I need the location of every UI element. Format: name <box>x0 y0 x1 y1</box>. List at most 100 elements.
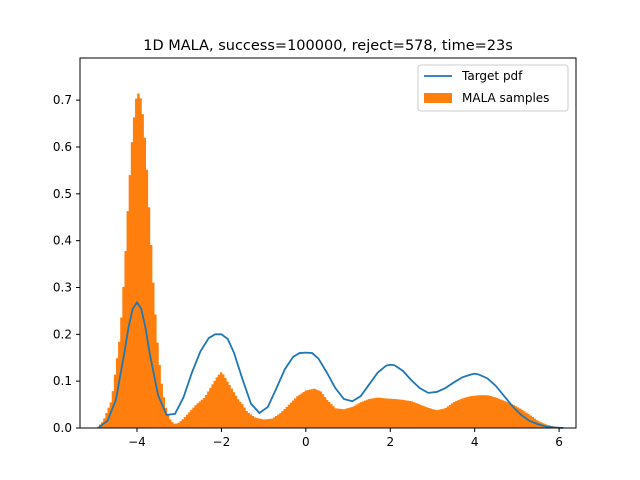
histogram-bar <box>351 406 354 428</box>
histogram-bar <box>126 211 130 428</box>
histogram-bar <box>459 399 462 428</box>
histogram-bar <box>287 404 291 428</box>
histogram-bar <box>465 397 469 428</box>
axes-frame <box>79 57 577 429</box>
x-tick-label: 0 <box>302 435 310 449</box>
histogram-bar <box>262 419 265 428</box>
histogram-bar <box>236 399 240 428</box>
histogram-bar <box>336 408 339 428</box>
histogram-bar <box>139 98 142 428</box>
histogram-bar <box>205 394 208 428</box>
histogram-bar <box>470 396 473 428</box>
histogram-bar <box>281 411 284 428</box>
histogram-bar <box>143 137 146 429</box>
histogram-bar <box>410 401 414 428</box>
histogram-bar <box>395 399 399 428</box>
histogram-bar <box>448 404 452 428</box>
histogram-bar <box>480 395 484 428</box>
histogram-bar <box>96 426 100 428</box>
histogram-bar <box>330 404 333 428</box>
histogram-bar <box>421 405 424 428</box>
histogram-bar <box>175 423 178 428</box>
histogram-bar <box>444 407 448 428</box>
legend-label-mala-samples: MALA samples <box>462 91 549 105</box>
histogram-bar <box>393 398 397 428</box>
histogram-bar <box>512 405 515 428</box>
histogram-bar <box>344 408 348 428</box>
histogram-bar <box>446 406 450 428</box>
histogram-bar <box>200 399 204 428</box>
histogram-bar <box>249 414 253 428</box>
histogram-bar <box>370 398 373 428</box>
histogram-bar <box>130 142 134 428</box>
y-tick-label: 0.5 <box>53 187 72 201</box>
histogram-bar <box>474 395 477 428</box>
legend: Target pdf MALA samples <box>417 64 569 112</box>
plot-area <box>96 93 564 429</box>
histogram-bar <box>516 407 520 428</box>
target-pdf-line <box>98 300 564 429</box>
histogram-bar <box>215 377 219 428</box>
histogram-bar <box>283 409 286 428</box>
histogram-bar <box>285 406 289 428</box>
histogram-bar <box>368 398 371 428</box>
histogram-bar <box>168 419 172 428</box>
x-tick-label: −4 <box>128 435 146 449</box>
histogram-bar <box>317 390 320 428</box>
histogram-bar <box>501 400 505 428</box>
histogram-bar <box>230 388 233 428</box>
histogram-bar <box>374 397 378 428</box>
histogram-bar <box>224 378 227 428</box>
histogram-bar <box>198 401 202 428</box>
histogram-bar <box>147 207 151 428</box>
histogram-bar <box>478 395 481 428</box>
histogram-bar <box>342 409 346 428</box>
histogram-bar <box>383 398 386 428</box>
histogram-bar <box>419 404 422 428</box>
histogram-bars <box>96 93 564 429</box>
histogram-bar <box>137 93 140 428</box>
histogram-bar <box>427 407 431 428</box>
histogram-bar <box>289 402 293 428</box>
histogram-bar <box>457 400 460 428</box>
histogram-bar <box>489 396 492 428</box>
histogram-bar <box>381 398 384 428</box>
histogram-bar <box>359 402 363 428</box>
histogram-bar <box>499 399 503 428</box>
histogram-bar <box>442 408 445 428</box>
histogram-bar <box>228 385 231 428</box>
histogram-bar <box>378 397 382 428</box>
histogram-bar <box>518 408 522 428</box>
histogram-bar <box>484 395 488 428</box>
histogram-bar <box>145 169 149 428</box>
histogram-bar <box>510 404 513 428</box>
y-tick-label: 0.2 <box>53 327 72 341</box>
legend-box <box>417 64 569 112</box>
histogram-bar <box>207 391 210 428</box>
chart-title: 1D MALA, success=100000, reject=578, tim… <box>143 38 513 54</box>
histogram-bar <box>291 400 295 428</box>
histogram-bar <box>523 411 526 428</box>
x-tick-label: 2 <box>386 435 394 449</box>
histogram-bar <box>154 314 157 428</box>
histogram-bar <box>338 408 342 428</box>
histogram-bar <box>364 400 367 428</box>
histogram-bar <box>156 342 159 428</box>
histogram-bar <box>508 403 511 428</box>
x-tick-label: −2 <box>213 435 231 449</box>
histogram-bar <box>406 400 409 428</box>
histogram-bar <box>141 114 144 429</box>
y-tick-label: 0.0 <box>53 421 72 435</box>
histogram-bar <box>279 413 282 428</box>
histogram-bar <box>192 407 195 428</box>
histogram-bar <box>402 399 405 428</box>
histogram-bar <box>472 395 475 428</box>
histogram-bar <box>258 418 261 428</box>
histogram-bar <box>495 397 498 428</box>
histogram-bar <box>298 394 301 428</box>
histogram-bar <box>162 397 166 428</box>
histogram-bar <box>132 117 136 429</box>
histogram-bar <box>304 390 308 428</box>
histogram-bar <box>266 419 269 428</box>
